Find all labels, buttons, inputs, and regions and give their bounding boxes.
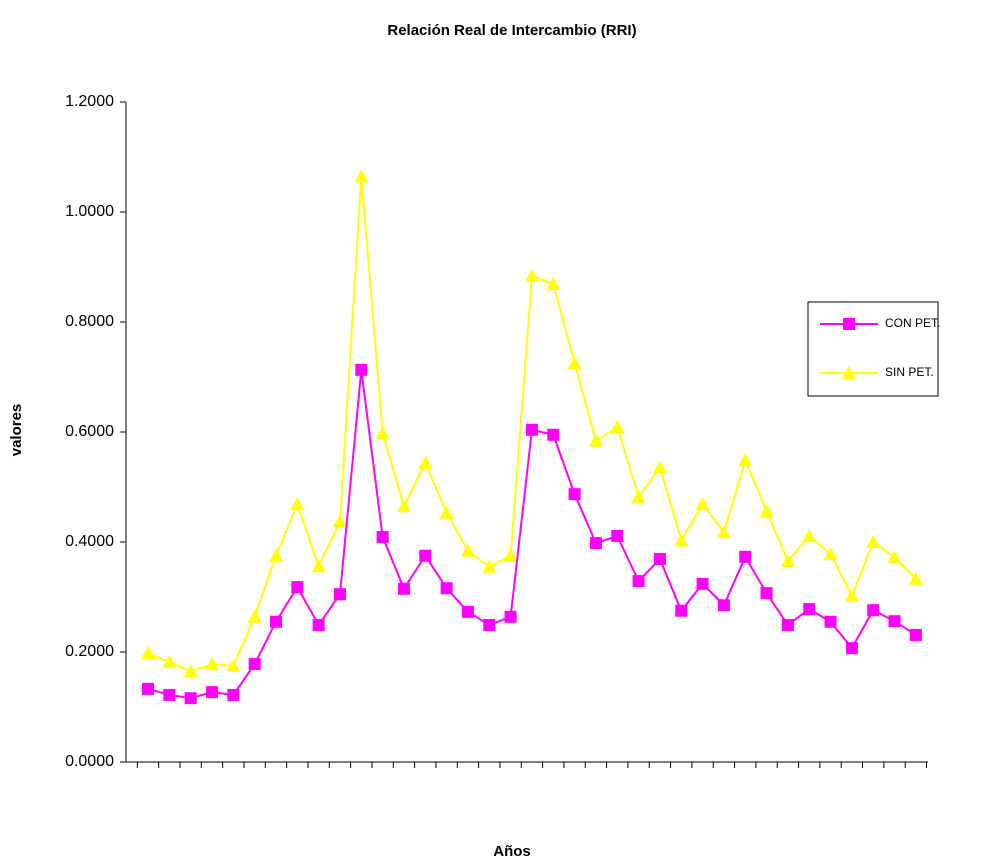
marker: [842, 366, 856, 379]
marker: [227, 688, 240, 701]
marker: [610, 420, 625, 434]
marker: [738, 453, 753, 467]
marker: [653, 553, 666, 566]
marker: [567, 356, 582, 370]
marker: [291, 581, 304, 594]
marker: [547, 428, 560, 441]
marker: [503, 548, 518, 562]
marker: [674, 533, 689, 547]
marker: [717, 599, 730, 612]
marker: [695, 497, 710, 511]
marker: [568, 488, 581, 501]
marker: [739, 550, 752, 563]
marker: [332, 514, 347, 528]
marker: [375, 426, 390, 440]
y-tick-label: 0.2000: [65, 643, 114, 660]
marker: [888, 615, 901, 628]
y-axis-label: valores: [8, 404, 25, 457]
marker: [311, 559, 326, 573]
marker: [632, 575, 645, 588]
marker: [482, 559, 497, 573]
marker: [226, 658, 241, 672]
marker: [184, 692, 197, 705]
marker: [716, 525, 731, 539]
marker: [867, 604, 880, 617]
marker: [419, 549, 432, 562]
y-tick-label: 0.4000: [65, 533, 114, 550]
marker: [759, 504, 774, 518]
marker: [205, 686, 218, 699]
series-line: [147, 369, 917, 700]
marker: [333, 588, 346, 601]
marker: [803, 603, 816, 616]
marker: [780, 554, 795, 568]
marker: [183, 664, 198, 678]
marker: [418, 455, 433, 469]
marker: [397, 582, 410, 595]
marker: [887, 550, 902, 564]
marker: [589, 537, 602, 550]
marker: [611, 529, 624, 542]
marker: [141, 646, 155, 660]
marker: [247, 609, 262, 623]
marker: [909, 628, 922, 641]
x-axis-label: Años: [493, 843, 531, 860]
marker: [781, 619, 794, 632]
y-tick-label: 0.6000: [65, 423, 114, 440]
legend-label: CON PET.: [885, 316, 940, 330]
marker: [483, 619, 496, 632]
legend: [807, 301, 939, 397]
marker: [162, 654, 177, 668]
marker: [268, 548, 283, 562]
y-tick-label: 0.0000: [65, 753, 114, 770]
marker: [844, 588, 859, 602]
marker: [248, 658, 261, 671]
marker: [675, 604, 688, 617]
marker: [461, 605, 474, 618]
marker: [460, 543, 475, 557]
marker: [525, 423, 538, 436]
chart-title: Relación Real de Intercambio (RRI): [387, 22, 636, 39]
y-tick-label: 1.2000: [65, 93, 114, 110]
marker: [802, 528, 817, 542]
marker: [355, 363, 368, 376]
y-tick-label: 0.8000: [65, 313, 114, 330]
marker: [163, 688, 176, 701]
marker: [269, 615, 282, 628]
marker: [652, 460, 667, 474]
marker: [142, 682, 154, 695]
marker: [504, 610, 517, 623]
marker: [439, 505, 454, 519]
marker: [376, 531, 389, 544]
marker: [845, 642, 858, 655]
legend-label: SIN PET.: [885, 365, 934, 379]
marker: [824, 615, 837, 628]
marker: [696, 577, 709, 590]
marker: [354, 169, 369, 183]
marker: [823, 547, 838, 561]
marker: [546, 277, 561, 291]
marker: [290, 497, 305, 511]
marker: [631, 489, 646, 503]
marker: [312, 619, 325, 632]
marker: [588, 433, 603, 447]
marker: [843, 318, 855, 330]
marker: [524, 268, 539, 282]
y-tick-label: 1.0000: [65, 203, 114, 220]
marker: [908, 571, 923, 585]
marker: [396, 499, 411, 513]
marker: [204, 657, 219, 671]
marker: [760, 587, 773, 600]
series-line: [147, 176, 917, 673]
marker: [440, 582, 453, 595]
marker: [866, 535, 881, 548]
